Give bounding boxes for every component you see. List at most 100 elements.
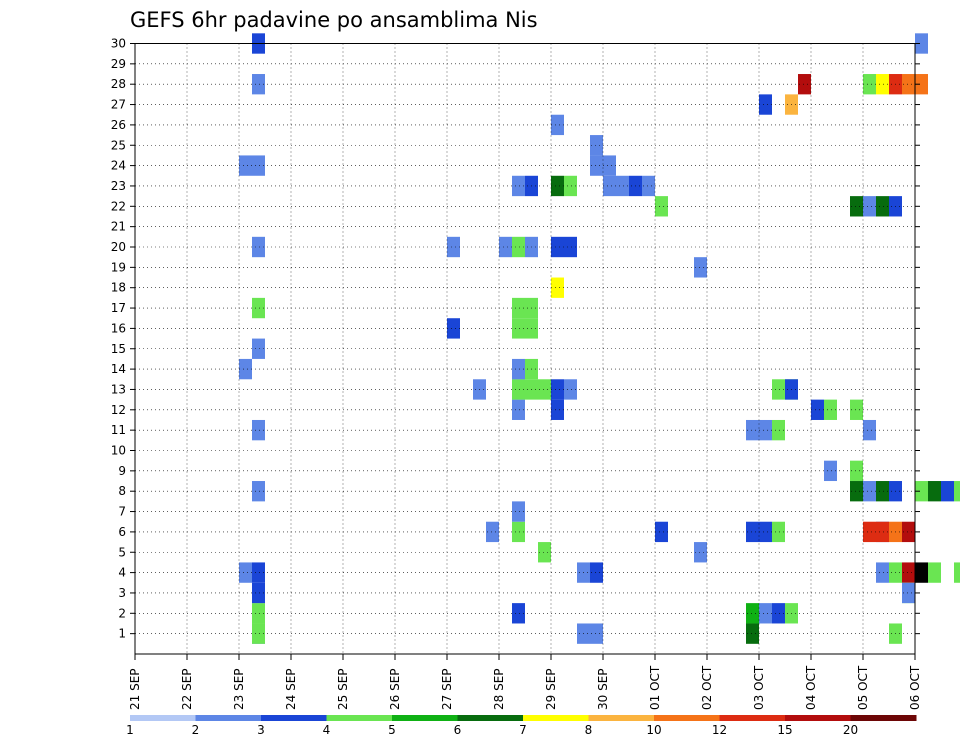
y-tick-label: 11 <box>111 423 126 437</box>
heatmap-cell <box>564 379 577 400</box>
heatmap-cell <box>863 419 876 441</box>
y-tick-label: 24 <box>111 159 126 173</box>
heatmap-cell <box>538 379 551 400</box>
heatmap-cell <box>915 33 928 54</box>
heatmap-cell <box>512 399 525 420</box>
heatmap-cell <box>239 358 252 380</box>
y-tick-label: 8 <box>118 484 126 498</box>
heatmap-cell <box>772 419 785 441</box>
heatmap-cell <box>746 419 759 441</box>
y-tick-label: 27 <box>111 98 126 112</box>
heatmap-cell <box>876 481 889 502</box>
colorbar: 1 2 3 4 5 6 7 8 10 12 15 20 <box>126 715 917 737</box>
colorbar-swatch <box>850 715 917 721</box>
heatmap-cell <box>239 562 252 583</box>
heatmap-cell <box>252 481 265 502</box>
y-tick-label: 20 <box>111 240 126 254</box>
x-tick-label: 29 SEP <box>544 668 558 710</box>
heatmap-cell <box>447 318 460 339</box>
x-tick-label: 01 OCT <box>648 665 662 710</box>
heatmap-cell <box>252 74 265 95</box>
heatmap-cell <box>603 175 616 197</box>
heatmap-cell <box>824 460 837 482</box>
y-tick-label: 14 <box>111 362 126 376</box>
colorbar-swatch <box>261 715 327 721</box>
heatmap-cell <box>746 603 759 624</box>
colorbar-swatch <box>654 715 720 721</box>
heatmap-cell <box>551 114 564 136</box>
heatmap-cell <box>512 603 525 624</box>
heatmap-cell <box>564 236 577 258</box>
heatmap-cell <box>551 175 564 197</box>
heatmap-cell <box>772 521 785 543</box>
heatmap-cell <box>772 379 785 400</box>
heatmap-cell <box>863 74 876 95</box>
colorbar-label: 5 <box>388 723 396 737</box>
y-tick-label: 6 <box>118 525 126 539</box>
heatmap-cell <box>551 379 564 400</box>
colorbar-swatch <box>588 715 655 721</box>
y-tick-label: 19 <box>111 260 126 274</box>
heatmap-cell <box>616 175 629 197</box>
heatmap-cell <box>590 135 603 156</box>
heatmap-cell <box>759 94 772 115</box>
colorbar-label: 12 <box>712 723 727 737</box>
colorbar-swatch <box>130 715 196 721</box>
y-tick-label: 7 <box>118 505 126 519</box>
heatmap-cell <box>850 196 863 217</box>
heatmap-cell <box>239 155 252 176</box>
chart-title: GEFS 6hr padavine po ansamblima Nis <box>130 8 538 32</box>
y-tick-label: 21 <box>111 220 126 234</box>
heatmap-cell <box>499 236 512 258</box>
heatmap-cell <box>759 419 772 441</box>
x-tick-label: 30 SEP <box>596 668 610 710</box>
heatmap-cell <box>252 338 265 359</box>
heatmap-cell <box>824 399 837 420</box>
y-tick-label: 17 <box>111 301 126 315</box>
heatmap-cell <box>746 521 759 543</box>
heatmap-cell <box>876 74 889 95</box>
x-axis-ticks: 21 SEP 22 SEP 23 SEP 24 SEP 25 SEP 26 SEP 27 S… <box>128 654 922 710</box>
y-tick-label: 2 <box>118 606 126 620</box>
y-tick-label: 10 <box>111 444 126 458</box>
y-tick-label: 29 <box>111 57 126 71</box>
heatmap-cell <box>902 562 915 583</box>
heatmap-cell <box>252 419 265 441</box>
colorbar-swatch <box>195 715 262 721</box>
y-tick-label: 16 <box>111 321 126 335</box>
heatmap-cell <box>928 481 941 502</box>
heatmap-cell <box>915 562 928 583</box>
colorbar-label: 2 <box>192 723 200 737</box>
heatmap-cell <box>928 562 941 583</box>
heatmap-cell <box>954 481 960 502</box>
colorbar-label: 1 <box>126 723 134 737</box>
heatmap-cell <box>876 562 889 583</box>
heatmap-cell <box>941 481 954 502</box>
colorbar-swatch <box>457 715 524 721</box>
heatmap-cell <box>915 74 928 95</box>
heatmap-cell <box>512 236 525 258</box>
heatmap-cell <box>512 175 525 197</box>
heatmap-cell <box>564 175 577 197</box>
x-tick-label: 28 SEP <box>492 668 506 710</box>
heatmap-cell <box>798 74 811 95</box>
heatmap-cell <box>590 623 603 644</box>
heatmap-cell <box>863 196 876 217</box>
heatmap-cell <box>694 542 707 563</box>
x-tick-label: 25 SEP <box>336 668 350 710</box>
heatmap-cell <box>486 521 499 543</box>
heatmap-cell <box>915 481 928 502</box>
heatmap-cell <box>694 257 707 278</box>
heatmap-cell <box>759 603 772 624</box>
y-tick-label: 9 <box>118 464 126 478</box>
colorbar-label: 15 <box>777 723 792 737</box>
x-tick-label: 27 SEP <box>440 668 454 710</box>
heatmap-cell <box>252 623 265 644</box>
heatmap-cell <box>512 501 525 522</box>
colorbar-label: 4 <box>323 723 331 737</box>
heatmap-cell <box>954 562 960 583</box>
heatmap-cell <box>252 582 265 604</box>
x-tick-label: 02 OCT <box>700 665 714 710</box>
colorbar-label: 20 <box>843 723 858 737</box>
colorbar-label: 7 <box>519 723 527 737</box>
